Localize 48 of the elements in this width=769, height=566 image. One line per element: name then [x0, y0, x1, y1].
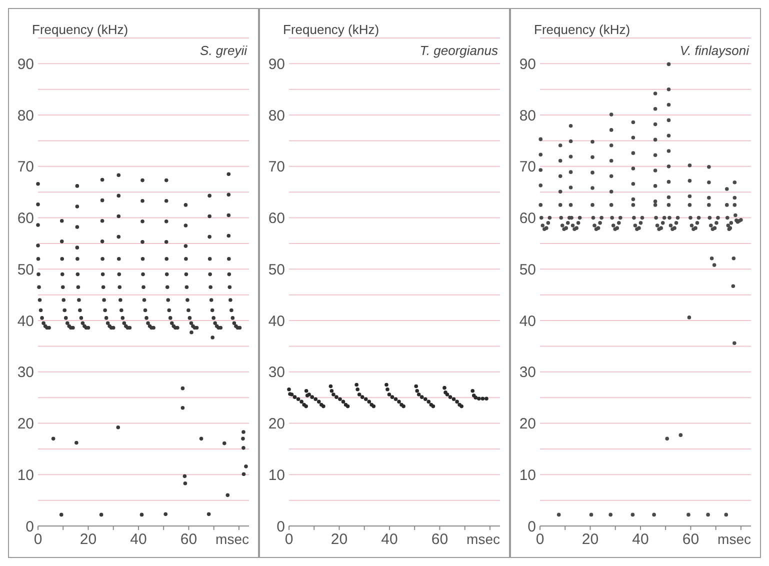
y-tick-label: 40	[268, 312, 285, 330]
y-tick-label: 20	[268, 416, 285, 433]
x-tick-label: 60	[431, 531, 448, 548]
x-tick-label: 40	[130, 531, 147, 548]
x-tick-label: 60	[682, 531, 700, 548]
y-tick-label: 0	[26, 518, 34, 536]
y-tick-label: 80	[17, 107, 34, 124]
y-tick-label: 90	[17, 56, 34, 73]
y-tick-label: 20	[519, 416, 536, 433]
y-tick-label: 70	[17, 158, 34, 176]
y-tick-label: 50	[17, 261, 34, 278]
chart-title: T. georgianus	[420, 43, 498, 58]
y-tick-label: 80	[268, 107, 285, 124]
y-tick-label: 60	[17, 210, 34, 228]
y-tick-label: 70	[268, 158, 285, 176]
y-tick-label: 30	[519, 364, 536, 382]
y-tick-label: 30	[17, 364, 34, 382]
x-axis-title: msec	[718, 531, 751, 547]
y-axis-title: Frequency (kHz)	[32, 22, 128, 37]
chart-title: S. greyii	[200, 43, 248, 58]
y-tick-label: 70	[519, 158, 536, 176]
x-axis-title: msec	[466, 531, 500, 547]
x-axis-title: msec	[216, 531, 249, 547]
y-tick-label: 50	[268, 261, 285, 278]
y-tick-label: 10	[17, 466, 34, 484]
y-tick-label: 90	[519, 56, 536, 73]
y-tick-label: 40	[519, 312, 536, 330]
y-tick-label: 10	[268, 466, 285, 484]
x-tick-label: 40	[632, 531, 649, 548]
y-tick-label: 0	[276, 518, 285, 536]
x-tick-label: 20	[80, 531, 97, 548]
y-tick-label: 60	[268, 210, 285, 228]
y-axis-title: Frequency (kHz)	[534, 22, 630, 37]
x-tick-label: 60	[180, 531, 198, 548]
x-tick-label: 20	[330, 531, 348, 548]
y-axis-title: Frequency (kHz)	[283, 22, 380, 37]
y-tick-label: 80	[519, 107, 536, 124]
y-tick-label: 50	[519, 261, 536, 278]
y-tick-label: 90	[268, 56, 285, 73]
y-tick-label: 0	[528, 518, 536, 536]
y-tick-label: 30	[268, 364, 285, 382]
chart-title: V. finlaysoni	[680, 43, 750, 58]
y-tick-label: 60	[519, 210, 536, 228]
y-tick-label: 20	[17, 416, 34, 433]
x-tick-label: 20	[582, 531, 599, 548]
x-tick-label: 40	[381, 531, 398, 548]
y-tick-label: 40	[17, 312, 34, 330]
y-tick-label: 10	[519, 466, 536, 484]
